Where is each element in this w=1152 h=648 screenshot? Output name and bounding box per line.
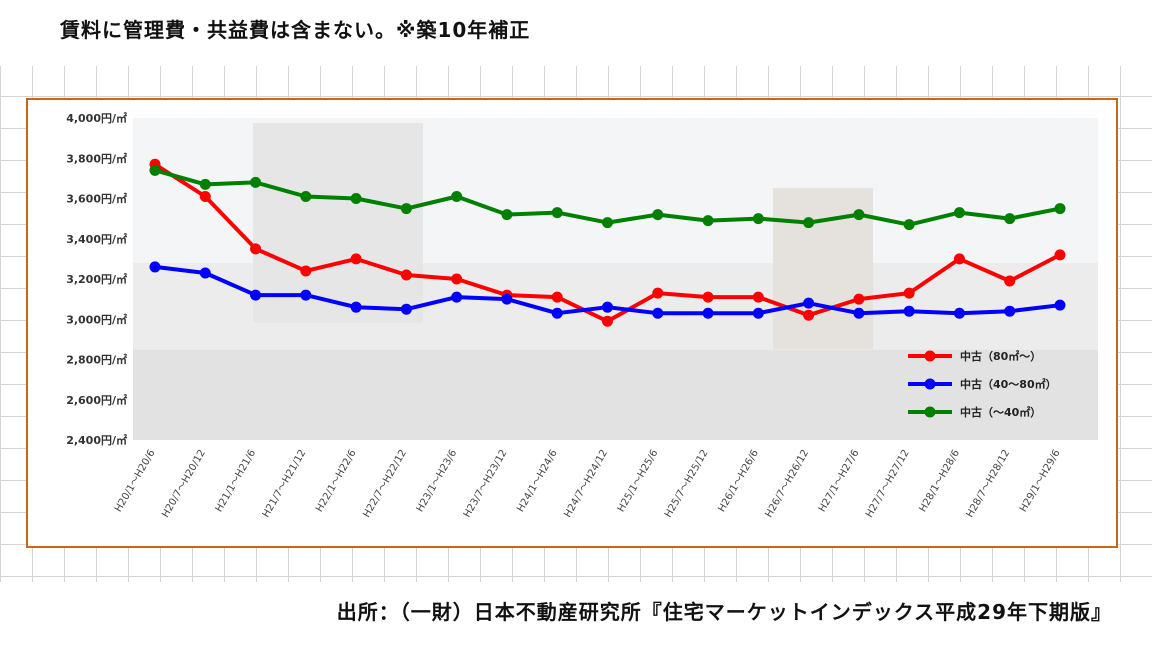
data-point <box>702 307 714 319</box>
data-point <box>451 273 463 285</box>
x-tick-label: H29/1～H29/6 <box>1018 448 1063 514</box>
data-point <box>752 213 764 225</box>
x-tick-label: H25/1～H25/6 <box>616 448 661 514</box>
data-point <box>199 190 211 202</box>
footer-band <box>0 582 1152 648</box>
data-point <box>400 303 412 315</box>
data-point <box>853 293 865 305</box>
x-tick-label: H22/7～H22/12 <box>361 448 409 520</box>
data-point <box>1004 213 1016 225</box>
x-tick-label: H26/7～H26/12 <box>764 448 812 520</box>
x-tick-label: H27/7～H27/12 <box>864 448 912 520</box>
data-point <box>300 265 312 277</box>
data-point <box>1004 305 1016 317</box>
data-point <box>551 207 563 219</box>
data-point <box>250 289 262 301</box>
data-point <box>903 305 915 317</box>
data-point <box>1054 249 1066 261</box>
data-point <box>551 307 563 319</box>
data-point <box>652 307 664 319</box>
data-point <box>300 289 312 301</box>
x-tick-label: H27/1～H27/6 <box>817 448 862 514</box>
data-point <box>752 291 764 303</box>
data-point <box>250 243 262 255</box>
data-point <box>551 291 563 303</box>
data-point <box>652 287 664 299</box>
x-tick-label: H21/7～H21/12 <box>261 448 309 520</box>
data-point <box>903 219 915 231</box>
source-note: 出所：（一財）日本不動産研究所『住宅マーケットインデックス平成29年下期版』 <box>336 600 1112 624</box>
data-point <box>803 217 815 229</box>
header-note: 賃料に管理費・共益費は含まない。※築10年補正 <box>60 18 531 42</box>
legend-label: 中古（40～80㎡） <box>960 377 1057 391</box>
data-point <box>602 217 613 229</box>
data-point <box>602 301 613 313</box>
legend-label: 中古（80㎡～） <box>960 349 1041 363</box>
legend-swatch-marker <box>924 406 936 418</box>
data-point <box>953 207 965 219</box>
data-point <box>451 291 463 303</box>
data-point <box>350 193 362 204</box>
data-point <box>803 297 815 309</box>
x-tick-label: H21/1～H21/6 <box>214 448 259 514</box>
legend-swatch-marker <box>924 378 936 390</box>
y-tick-label: 2,600円/㎡ <box>66 393 127 407</box>
y-tick-label: 3,400円/㎡ <box>66 232 127 246</box>
data-point <box>199 178 211 190</box>
data-point <box>250 176 262 188</box>
data-point <box>853 209 865 221</box>
y-tick-label: 2,800円/㎡ <box>66 353 127 367</box>
data-point <box>501 209 513 221</box>
data-point <box>1054 203 1066 215</box>
plot-building-shape <box>253 123 423 323</box>
data-point <box>400 269 412 281</box>
data-point <box>350 253 362 265</box>
y-tick-label: 3,200円/㎡ <box>66 272 127 286</box>
data-point <box>702 291 714 303</box>
y-tick-label: 3,000円/㎡ <box>66 312 127 326</box>
x-tick-label: H20/1～H20/6 <box>113 448 158 514</box>
data-point <box>953 307 965 319</box>
data-point <box>602 315 613 327</box>
y-tick-label: 4,000円/㎡ <box>66 111 127 125</box>
data-point <box>903 287 915 299</box>
data-point <box>199 267 211 279</box>
y-tick-label: 3,800円/㎡ <box>66 151 127 165</box>
data-point <box>350 301 362 313</box>
data-point <box>1004 275 1016 287</box>
legend-label: 中古（～40㎡） <box>960 405 1041 419</box>
data-point <box>149 261 161 273</box>
y-tick-label: 3,600円/㎡ <box>66 192 127 206</box>
data-point <box>953 253 965 265</box>
x-tick-label: H24/1～H24/6 <box>515 448 560 514</box>
data-point <box>752 307 764 319</box>
x-tick-label: H28/1～H28/6 <box>918 448 963 514</box>
data-point <box>853 307 865 319</box>
data-point <box>702 215 714 227</box>
legend-swatch-marker <box>924 350 936 362</box>
x-tick-label: H28/7～H28/12 <box>965 448 1013 520</box>
y-tick-label: 2,400円/㎡ <box>66 433 127 447</box>
data-point <box>652 209 664 221</box>
x-tick-label: H24/7～H24/12 <box>562 448 610 520</box>
x-tick-label: H23/7～H23/12 <box>462 448 510 520</box>
data-point <box>501 293 513 305</box>
data-point <box>803 309 815 321</box>
line-chart: 2,400円/㎡ 2,600円/㎡ 2,800円/㎡ 3,000円/㎡ 3,200円/㎡… <box>66 111 1098 520</box>
header-band <box>0 0 1152 66</box>
chart-frame: 2,400円/㎡ 2,600円/㎡ 2,800円/㎡ 3,000円/㎡ 3,200円/㎡… <box>26 98 1118 627</box>
data-point <box>400 203 412 215</box>
x-tick-label: H26/1～H26/6 <box>716 448 761 514</box>
data-point <box>149 164 161 176</box>
x-tick-label: H20/7～H20/12 <box>160 448 208 520</box>
data-point <box>1054 299 1066 311</box>
x-tick-label: H22/1～H22/6 <box>314 448 359 514</box>
data-point <box>451 190 463 202</box>
plot-ground <box>133 349 1098 440</box>
x-tick-label: H25/7～H25/12 <box>663 448 711 520</box>
x-tick-label: H23/1～H23/6 <box>415 448 460 514</box>
data-point <box>300 190 312 202</box>
